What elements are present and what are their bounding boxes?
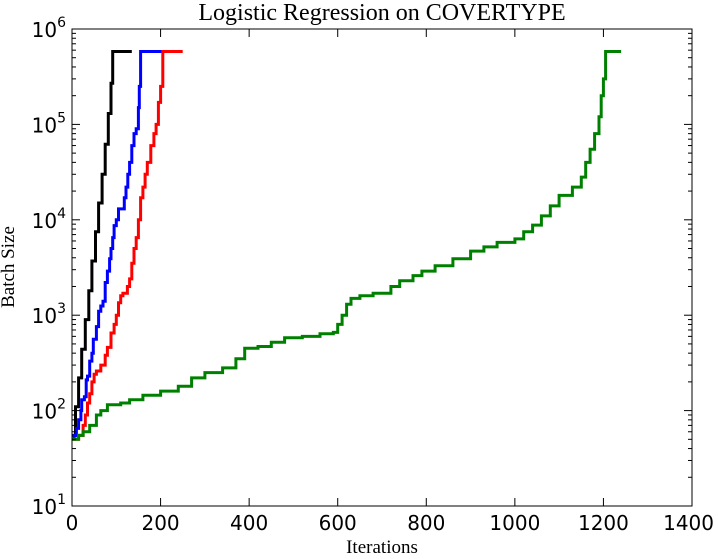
y-tick-label: 102 (32, 397, 66, 424)
plot-area-frame (71, 28, 693, 507)
y-axis-label: Batch Size (0, 226, 19, 308)
y-tick-label: 101 (32, 492, 66, 519)
y-tick-base: 10 (32, 400, 57, 424)
series-line-3 (72, 50, 183, 441)
y-tick-exponent: 4 (57, 206, 66, 222)
x-axis-label: Iterations (346, 537, 418, 558)
chart-title: Logistic Regression on COVERTYPE (198, 0, 565, 26)
x-tick-label: 600 (319, 511, 357, 535)
y-tick-base: 10 (32, 209, 57, 233)
x-tick-label: 400 (230, 511, 268, 535)
series-line-4 (72, 50, 622, 441)
x-tick-label: 1000 (489, 511, 540, 535)
x-axis: 0 200 400 600 800 1000 1200 1400 (66, 29, 714, 535)
y-tick-base: 10 (32, 113, 57, 137)
y-tick-label: 104 (32, 206, 66, 233)
y-tick-base: 10 (32, 304, 57, 328)
x-tick-label: 1400 (663, 511, 714, 535)
y-tick-exponent: 1 (57, 492, 66, 508)
y-tick-base: 10 (32, 18, 57, 42)
y-tick-exponent: 3 (57, 301, 66, 317)
x-tick-label: 1200 (578, 511, 629, 535)
x-tick-label: 0 (66, 511, 79, 535)
series-lines (72, 50, 622, 441)
y-tick-label: 103 (32, 301, 66, 328)
y-tick-exponent: 6 (57, 15, 66, 31)
series-line-1 (72, 50, 132, 437)
y-tick-exponent: 2 (57, 397, 66, 413)
y-tick-exponent: 5 (57, 110, 66, 126)
y-tick-label: 106 (32, 15, 66, 42)
series-line-2 (72, 50, 162, 441)
y-tick-base: 10 (32, 495, 57, 519)
y-tick-label: 105 (32, 110, 66, 137)
x-tick-label: 800 (407, 511, 445, 535)
x-tick-label: 200 (141, 511, 179, 535)
